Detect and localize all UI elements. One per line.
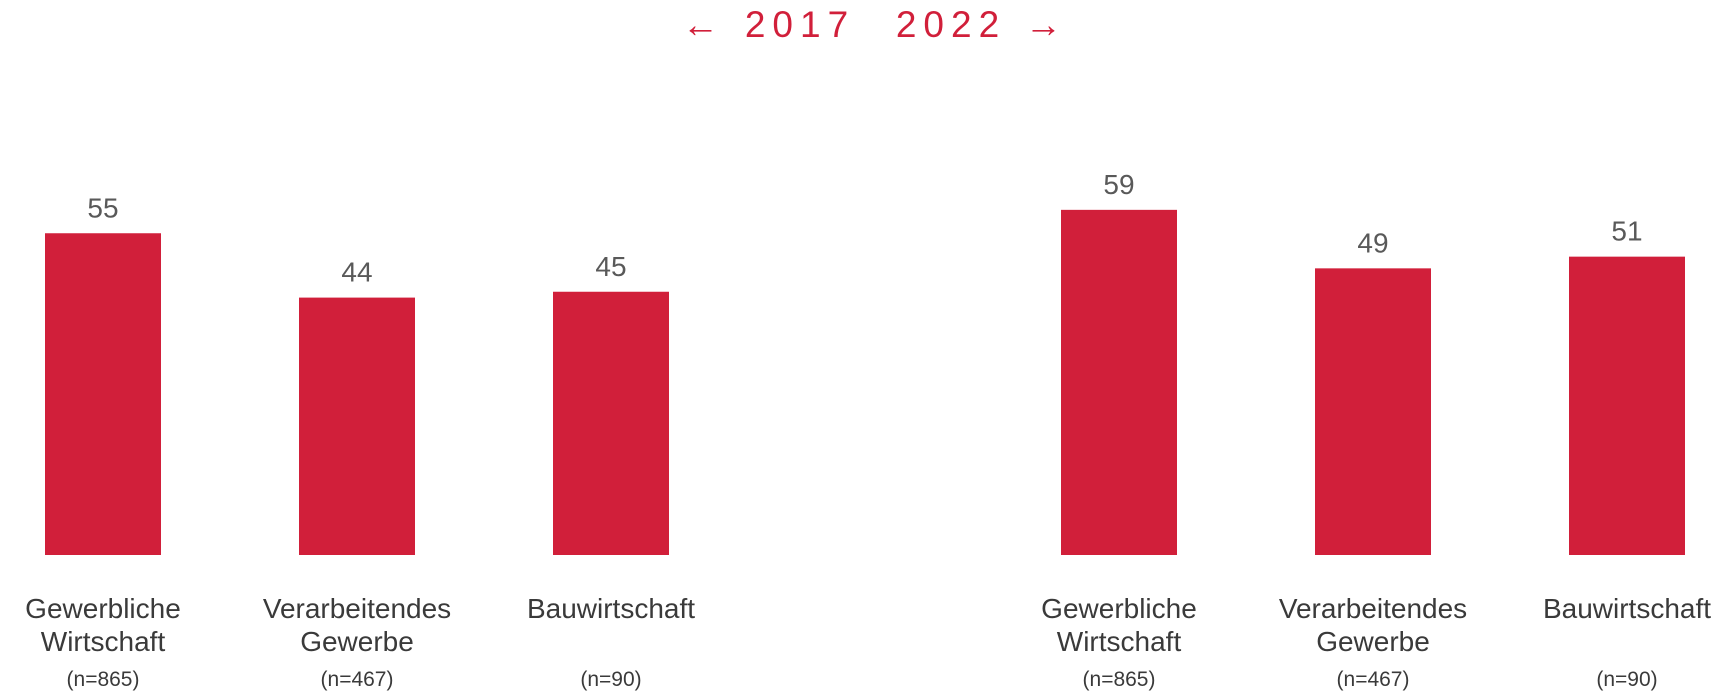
year-2022-label: 2022 xyxy=(896,4,1006,45)
bar xyxy=(45,233,161,555)
category-label: Verarbeitendes xyxy=(263,593,451,624)
category-label: Verarbeitendes xyxy=(1279,593,1467,624)
data-label: 59 xyxy=(1103,169,1134,200)
sample-size-label: (n=467) xyxy=(321,668,394,691)
data-label: 49 xyxy=(1357,227,1388,258)
data-label: 45 xyxy=(595,251,626,282)
sample-size-label: (n=865) xyxy=(1083,668,1156,691)
year-2017-label: 2017 xyxy=(745,4,855,45)
category-label: Wirtschaft xyxy=(1057,626,1182,657)
bar xyxy=(1315,268,1431,555)
category-label: Gewerbe xyxy=(1316,626,1430,657)
category-label: Bauwirtschaft xyxy=(1543,593,1711,624)
sample-size-label: (n=90) xyxy=(1596,668,1657,691)
sample-size-label: (n=90) xyxy=(580,668,641,691)
category-label: Gewerbliche xyxy=(1041,593,1197,624)
data-label: 51 xyxy=(1611,216,1642,247)
sample-size-label: (n=865) xyxy=(67,668,140,691)
category-label: Wirtschaft xyxy=(41,626,166,657)
arrow-right-icon: → xyxy=(1025,4,1069,45)
arrow-left-icon: ← xyxy=(682,4,726,45)
bar xyxy=(299,297,415,555)
bar xyxy=(1569,256,1685,555)
sample-size-label: (n=467) xyxy=(1337,668,1410,691)
category-label: Gewerbliche xyxy=(25,593,181,624)
category-label: Bauwirtschaft xyxy=(527,593,695,624)
category-label: Gewerbe xyxy=(300,626,414,657)
data-label: 55 xyxy=(87,192,118,223)
year-header: ← 2017 2022 → xyxy=(682,4,1069,45)
bar xyxy=(1061,209,1177,555)
data-label: 44 xyxy=(341,257,372,288)
bar xyxy=(553,291,669,555)
bar-groups: 55GewerblicheWirtschaft(n=865)44Verarbei… xyxy=(25,169,1711,691)
